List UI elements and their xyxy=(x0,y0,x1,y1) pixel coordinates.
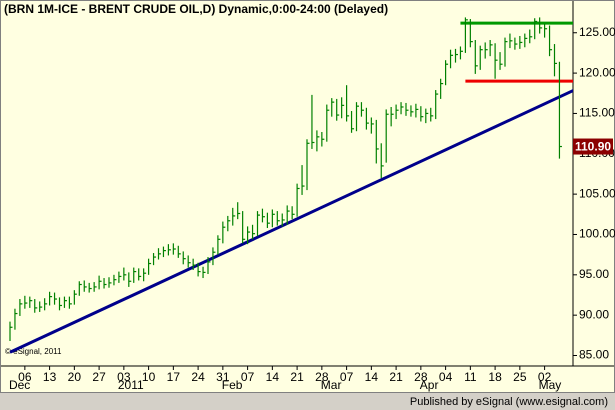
x-tick-label: 28 xyxy=(414,370,428,384)
x-tick-label: 10 xyxy=(142,370,156,384)
month-label: Apr xyxy=(420,378,439,392)
last-price-label: 110.90 xyxy=(575,140,611,154)
y-tick-label: 100.00 xyxy=(579,227,615,241)
x-tick-label: 27 xyxy=(92,370,106,384)
chart-title: (BRN 1M-ICE - BRENT CRUDE OIL,D) Dynamic… xyxy=(4,2,388,16)
x-tick-label: 14 xyxy=(266,370,280,384)
x-tick-label: 25 xyxy=(513,370,527,384)
trend-line xyxy=(9,88,573,354)
x-tick-label: 07 xyxy=(340,370,354,384)
x-tick-label: 28 xyxy=(315,370,329,384)
x-tick-label: 02 xyxy=(538,370,552,384)
x-tick-label: 21 xyxy=(290,370,304,384)
x-tick-label: 14 xyxy=(365,370,379,384)
month-label: 2011 xyxy=(118,378,144,392)
y-tick-label: 105.00 xyxy=(579,186,615,200)
x-tick-label: 20 xyxy=(68,370,82,384)
y-tick-label: 125.00 xyxy=(579,25,615,39)
x-tick-label: 03 xyxy=(117,370,131,384)
x-tick-label: 04 xyxy=(439,370,453,384)
chart-background xyxy=(0,0,615,393)
y-tick-label: 95.00 xyxy=(579,267,609,281)
month-label: May xyxy=(539,378,562,392)
month-label: Mar xyxy=(321,378,342,392)
y-tick-label: 120.00 xyxy=(579,65,615,79)
y-tick-label: 85.00 xyxy=(579,348,609,362)
x-tick-label: 18 xyxy=(488,370,502,384)
x-tick-label: 07 xyxy=(241,370,255,384)
month-label: Dec xyxy=(9,378,30,392)
x-tick-label: 11 xyxy=(464,370,477,384)
x-tick-label: 13 xyxy=(43,370,57,384)
last-price-box xyxy=(573,138,613,155)
y-tick-label: 90.00 xyxy=(579,307,609,321)
footer-bar xyxy=(0,393,615,410)
x-tick-label: 06 xyxy=(18,370,32,384)
watermark: © eSignal, 2011 xyxy=(5,347,62,356)
month-label: Feb xyxy=(222,378,243,392)
x-tick-label: 31 xyxy=(216,370,230,384)
x-tick-label: 24 xyxy=(191,370,205,384)
footer-text: Published by eSignal (www.esignal.com) xyxy=(410,396,608,408)
plot xyxy=(9,17,573,354)
y-tick-label: 115.00 xyxy=(579,106,615,120)
x-tick-label: 21 xyxy=(389,370,403,384)
x-tick-label: 17 xyxy=(167,370,181,384)
